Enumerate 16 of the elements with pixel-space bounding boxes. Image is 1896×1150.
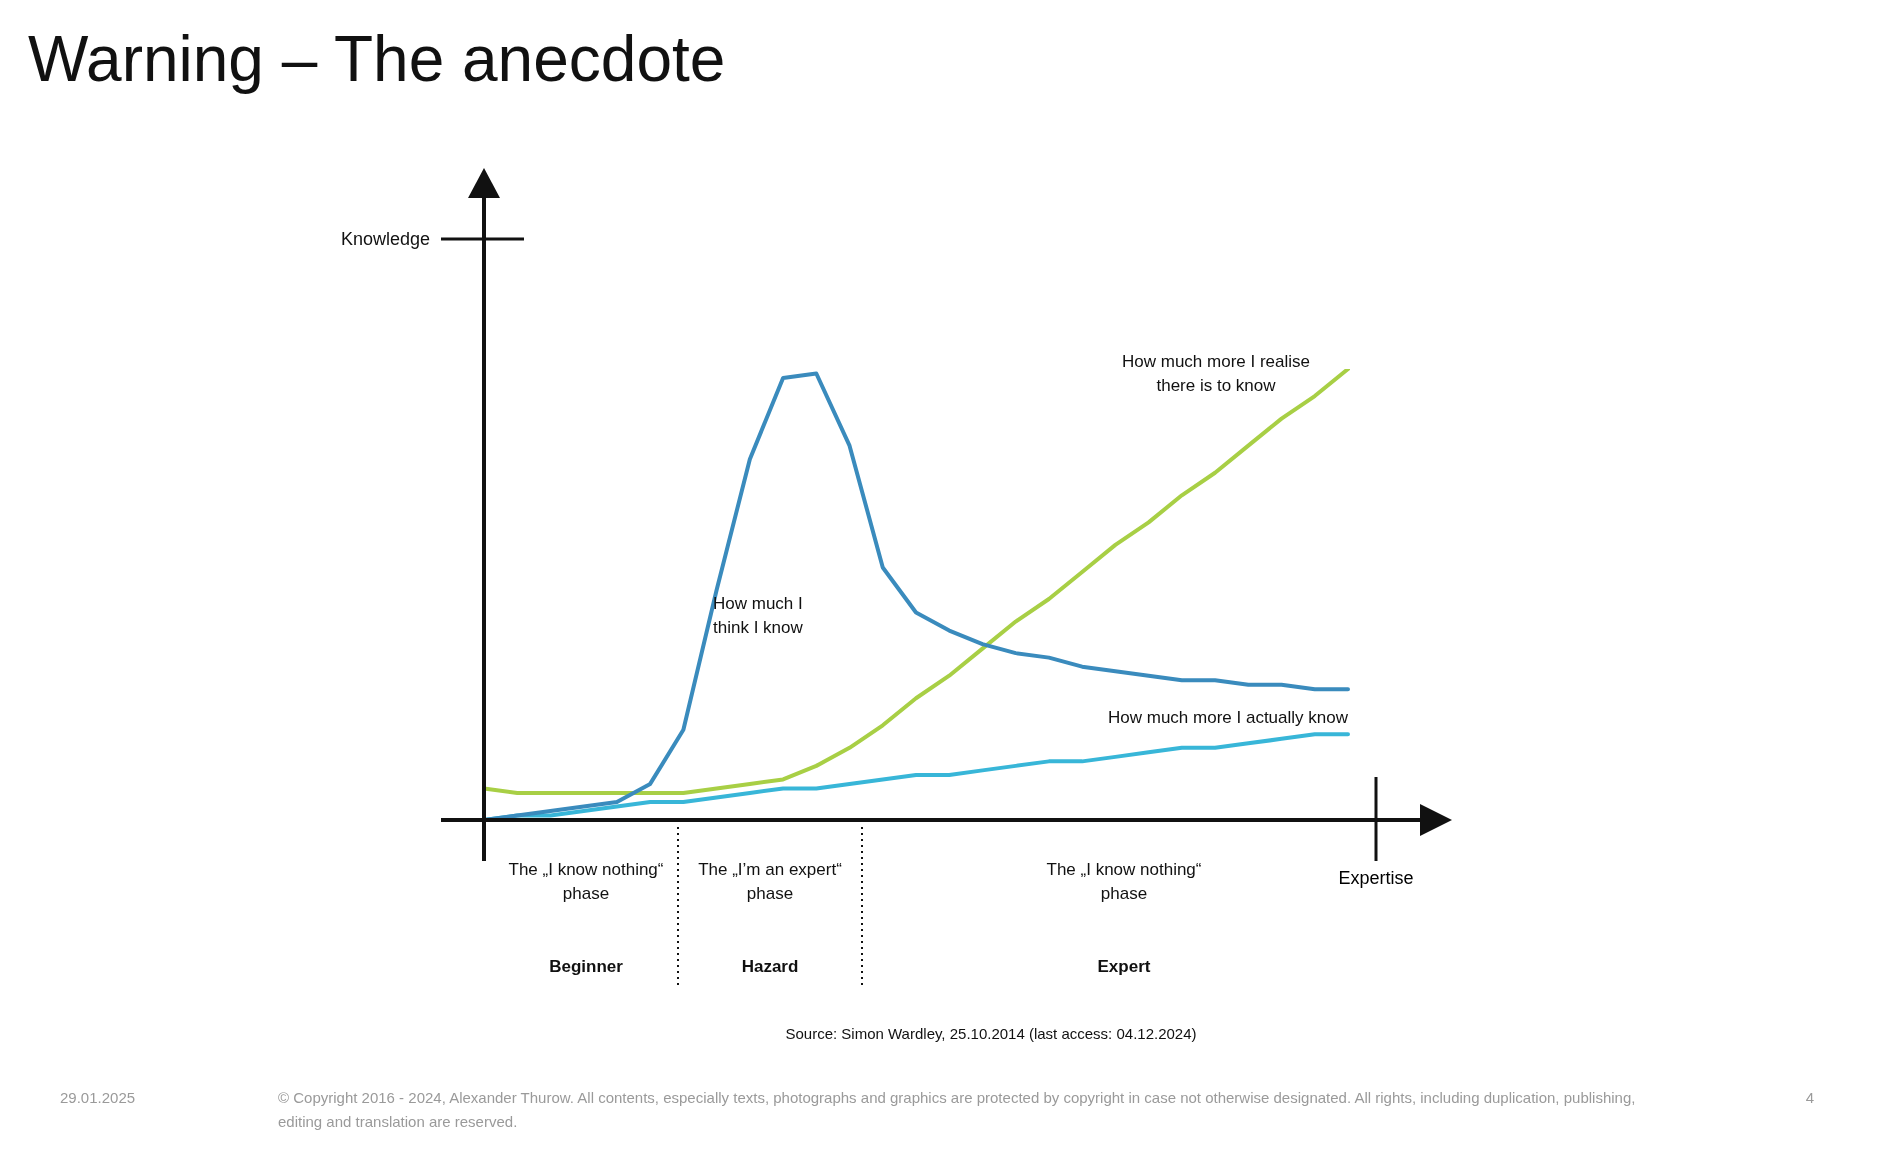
text: The „I know nothing“ phase	[507, 859, 665, 905]
series-label: How much more I realise there is to know	[1121, 351, 1311, 397]
text: The „I’m an expert“ phase	[697, 859, 843, 905]
chart-title: Warning – The anecdote	[28, 22, 726, 96]
series-label: How much I think I know	[713, 593, 804, 639]
series-label: How much more I actually know	[1107, 707, 1348, 729]
source-note: Source: Simon Wardley, 25.10.2014 (last access: 04.12.2024)	[784, 1024, 1198, 1044]
text: 4	[1804, 1088, 1816, 1108]
text: Knowledge	[339, 228, 430, 251]
x-axis-title: Expertise	[1337, 868, 1415, 889]
text: © Copyright 2016 - 2024, Alexander Thurow. All contents, especially texts, photographs and graphics are protected by copyright in case not otherwise designated. All rights, including duplication, publishing, editing and translation are reserved.	[278, 1088, 1637, 1132]
text: Expert	[1096, 956, 1152, 978]
text: Beginner	[548, 956, 624, 978]
text: Hazard	[740, 956, 800, 978]
text: The „I know nothing“ phase	[1045, 859, 1203, 905]
text: 29.01.2025	[60, 1088, 137, 1108]
